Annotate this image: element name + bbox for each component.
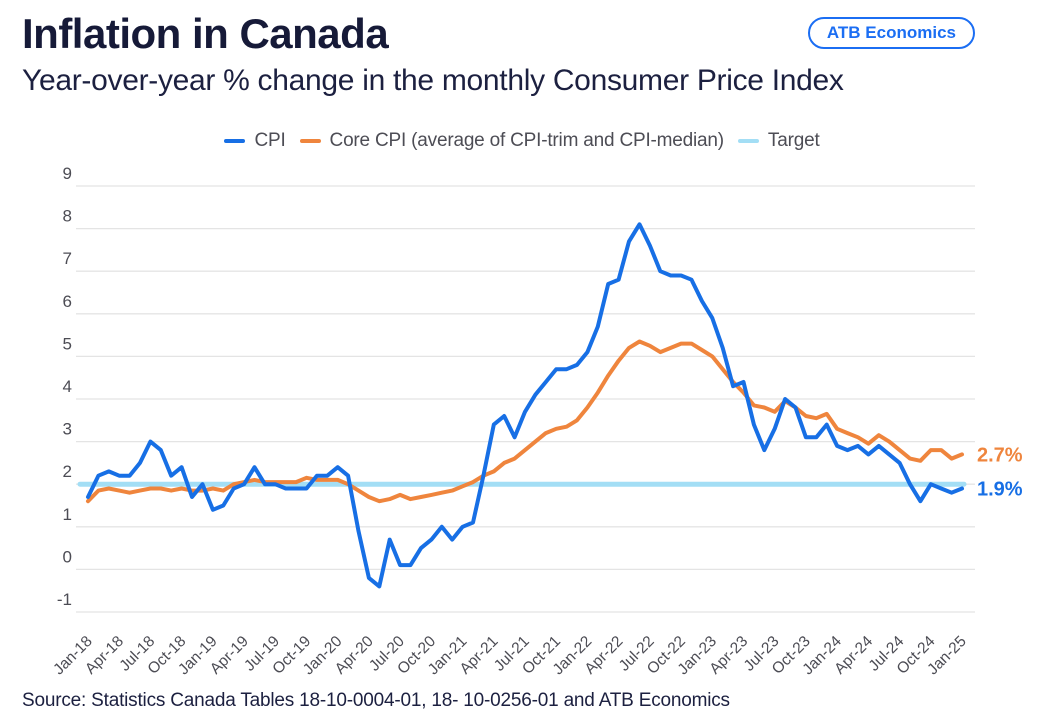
legend-label: CPI xyxy=(254,130,286,151)
y-axis-tick-label: 9 xyxy=(63,164,72,183)
page-title: Inflation in Canada xyxy=(22,10,389,57)
atb-economics-badge: ATB Economics xyxy=(807,17,975,49)
core-cpi-end-value-label: 2.7% xyxy=(977,444,1023,466)
y-axis-tick-label: 5 xyxy=(63,334,72,353)
core-cpi-line xyxy=(86,339,964,504)
source-note: Source: Statistics Canada Tables 18-10-0… xyxy=(22,690,730,711)
legend-item-cpi: CPI xyxy=(224,130,286,152)
legend-label: Target xyxy=(767,130,820,151)
y-axis-tick-label: 6 xyxy=(63,292,72,311)
page-subtitle: Year-over-year % change in the monthly C… xyxy=(22,64,844,97)
legend-dash-icon xyxy=(224,139,246,143)
legend-item-target: Target xyxy=(737,130,820,152)
legend-item-core-cpi: Core CPI (average of CPI-trim and CPI-me… xyxy=(299,130,725,152)
y-axis-tick-label: 1 xyxy=(63,505,72,524)
cpi-line xyxy=(86,222,964,589)
cpi-end-value-label: 1.9% xyxy=(977,478,1023,500)
legend-dash-icon xyxy=(737,139,759,143)
legend-dash-icon xyxy=(299,139,321,143)
chart-legend: CPI Core CPI (average of CPI-trim and CPI… xyxy=(0,127,1044,155)
y-axis-tick-label: 4 xyxy=(63,377,72,396)
y-axis-tick-label: 7 xyxy=(63,249,72,268)
y-axis-tick-label: -1 xyxy=(57,590,72,609)
legend-label: Core CPI (average of CPI-trim and CPI-me… xyxy=(329,130,725,151)
y-axis-tick-label: 0 xyxy=(63,547,72,566)
y-axis-tick-label: 8 xyxy=(63,207,72,226)
y-axis-tick-label: 2 xyxy=(63,462,72,481)
y-axis-tick-label: 3 xyxy=(63,420,72,439)
